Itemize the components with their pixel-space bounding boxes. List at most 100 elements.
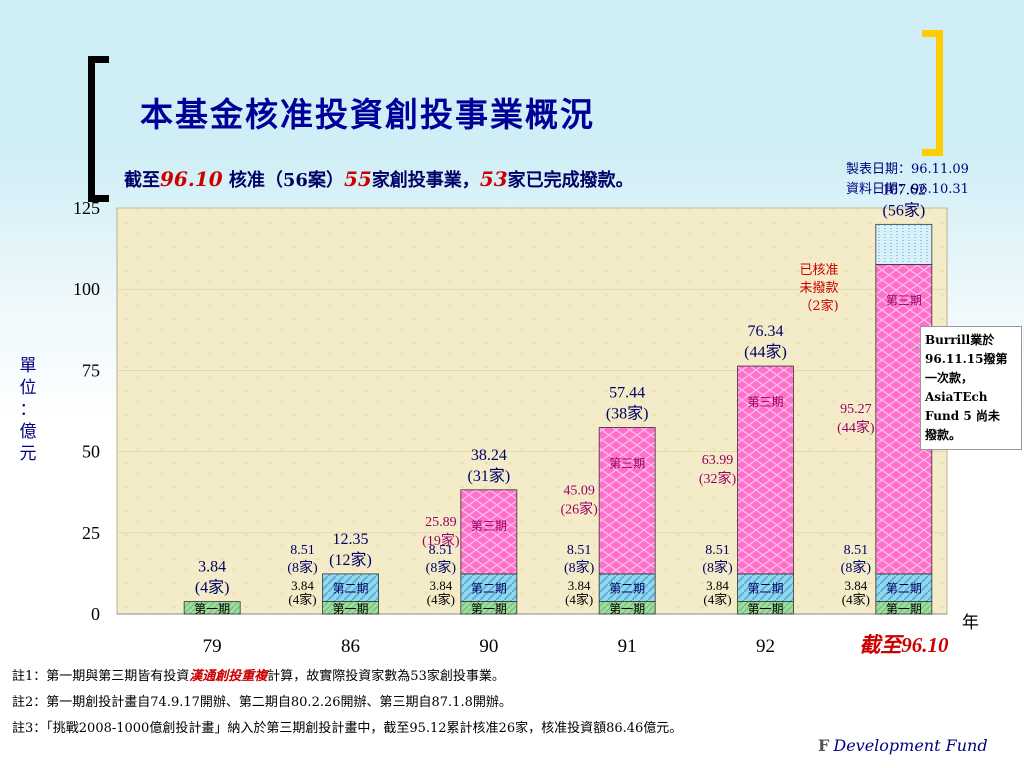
- note-1-prefix: 註1：第一期與第三期皆有投資: [12, 669, 190, 684]
- unit-char: ：: [19, 400, 37, 420]
- note-3: 註3：「挑戰2008-1000億創投計畫」納入於第三期創投計畫中，截至95.12…: [12, 721, 683, 736]
- callout-line: AsiaTEch: [925, 390, 988, 404]
- unit-char: 億: [19, 422, 37, 442]
- unit-char: 位: [19, 378, 37, 398]
- phase3-side-value: 45.09: [563, 484, 595, 499]
- segment-label: 第三期: [609, 456, 645, 470]
- phase2-side-value: 8.51: [429, 543, 454, 558]
- subtitle-part: 截至: [124, 170, 160, 191]
- segment-label: 第二期: [332, 582, 368, 596]
- unapproved-line: 未撥款: [799, 281, 839, 296]
- footnotes: 註1：第一期與第三期皆有投資漢通創投重複計算，故實際投資家數為53家創投事業。 …: [12, 664, 682, 742]
- phase2-side-count: (8家): [841, 559, 872, 576]
- bar-total-count: (56家): [882, 201, 925, 219]
- phase2-side-count: (8家): [287, 559, 318, 576]
- segment-label: 第二期: [747, 582, 783, 596]
- callout-line: Burrill業於: [925, 333, 995, 347]
- phase3-side-value: 25.89: [425, 515, 457, 530]
- callout-note-box: Burrill業於 96.11.15撥第 一次款， AsiaTEch Fund …: [920, 326, 1022, 450]
- phase1-side-count: (4家): [427, 592, 455, 607]
- phase2-side-value: 8.51: [705, 543, 730, 558]
- callout-line: 一次款，: [925, 371, 974, 385]
- segment-label: 第二期: [471, 582, 507, 596]
- x-tick-label: 92: [756, 636, 775, 657]
- phase3-side-count: (26家): [561, 501, 599, 518]
- bar-segment: [460, 573, 518, 602]
- unit-char: 元: [19, 444, 37, 464]
- segment-label: 第三期: [471, 519, 507, 533]
- note-1-suffix: 計算，故實際投資家數為53家創投事業。: [267, 669, 505, 684]
- segment-label: 第一期: [609, 602, 645, 616]
- plot-area-background: [116, 207, 948, 615]
- data-date: 資料日期：96.10.31: [846, 182, 969, 197]
- bar-total-value: 76.34: [748, 323, 784, 340]
- y-tick-label: 75: [82, 360, 100, 380]
- segment-label: 第二期: [609, 582, 645, 596]
- phase1-side-count: (4家): [703, 592, 731, 607]
- y-tick-label: 50: [82, 442, 100, 462]
- y-tick-label: 125: [73, 198, 100, 218]
- bar-total-count: (12家): [329, 551, 372, 569]
- phase1-side-value: 3.84: [706, 578, 729, 593]
- segment-label: 第一期: [886, 602, 922, 616]
- summary-subtitle: 截至96.10 核准（56案）55家創投事業，53家已完成撥款。: [124, 166, 634, 192]
- right-bracket-decoration: [922, 30, 943, 156]
- segment-label: 第三期: [747, 395, 783, 409]
- report-date: 製表日期：96.11.09: [846, 162, 969, 177]
- callout-line: 96.11.15撥第: [925, 352, 1008, 366]
- segment-label: 第一期: [747, 602, 783, 616]
- phase2-side-value: 8.51: [290, 543, 315, 558]
- bar-segment: [875, 223, 933, 265]
- y-tick-label: 100: [73, 279, 100, 299]
- note-1-emphasis: 漢通創投重複: [189, 669, 268, 684]
- bar-segment: [183, 601, 241, 615]
- bar-total-count: (4家): [195, 579, 230, 597]
- footer-logo: F Development Fund: [818, 736, 988, 755]
- phase1-side-value: 3.84: [291, 578, 314, 593]
- segment-label: 第一期: [471, 602, 507, 616]
- subtitle-part: 核准（56案）: [222, 170, 344, 191]
- phase2-side-value: 8.51: [567, 543, 592, 558]
- bar-segment: [598, 573, 656, 602]
- bar-total-value: 57.44: [609, 384, 645, 401]
- bar-segment: [322, 573, 379, 602]
- phase2-side-count: (8家): [702, 559, 733, 576]
- bar-segment: [598, 427, 656, 575]
- phase1-side-value: 3.84: [429, 578, 452, 593]
- phase1-side-count: (4家): [565, 592, 593, 607]
- page-title: 本基金核准投資創投事業概況: [140, 95, 595, 134]
- bar-total-value: 107.62: [882, 181, 926, 198]
- callout-line: Fund 5 尚未: [925, 409, 1000, 423]
- phase2-side-count: (8家): [564, 559, 595, 576]
- y-tick-label: 25: [82, 523, 100, 543]
- phase3-side-count: (32家): [699, 470, 737, 487]
- phase3-side-count: (19家): [422, 532, 460, 549]
- segment-label: 第一期: [332, 602, 368, 616]
- segment-label: 第三期: [886, 293, 922, 307]
- bar-segment: [460, 489, 518, 575]
- x-tick-label: 90: [479, 636, 498, 657]
- x-axis-title: 年: [962, 613, 979, 633]
- segment-label: 第一期: [194, 602, 230, 616]
- logo-mark: F: [818, 736, 830, 755]
- bar-segment: [737, 365, 794, 575]
- bar-total-count: (31家): [467, 467, 510, 485]
- y-tick-label: 0: [91, 604, 100, 624]
- bar-total-value: 38.24: [471, 447, 507, 464]
- x-tick-label: 79: [203, 636, 222, 657]
- x-tick-label: 86: [341, 636, 360, 657]
- segment-label: 第二期: [886, 582, 922, 596]
- phase3-side-value: 95.27: [840, 402, 872, 417]
- phase1-side-value: 3.84: [568, 578, 591, 593]
- bar-segment: [737, 573, 794, 602]
- subtitle-part: 家已完成撥款。: [507, 170, 634, 191]
- bar-total-count: (38家): [606, 404, 649, 422]
- bar-total-count: (44家): [744, 343, 787, 361]
- bar-segment: [875, 573, 933, 602]
- phase3-side-value: 63.99: [702, 453, 734, 468]
- callout-line: 撥款。: [925, 428, 962, 442]
- bar-total-value: 12.35: [333, 531, 369, 548]
- unapproved-annotation: 已核准 未撥款 （2家): [786, 262, 852, 316]
- subtitle-part: 家創投事業，: [371, 170, 480, 191]
